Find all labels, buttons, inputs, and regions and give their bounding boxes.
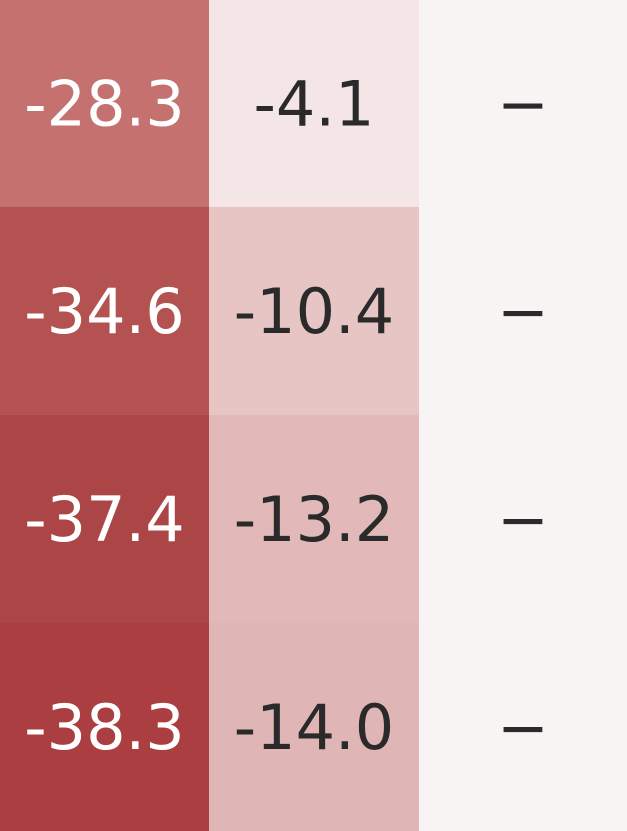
heatmap-value-label-r3-c1: -14.0 bbox=[234, 691, 394, 764]
heatmap-cell-r3-c0 bbox=[0, 623, 209, 831]
heatmap-value-label-r1-c2: − bbox=[497, 275, 549, 348]
heatmap-cell-r0-c0 bbox=[0, 0, 209, 207]
heatmap-value-label-r0-c1: -4.1 bbox=[254, 68, 375, 141]
heatmap-value-label-r2-c1: -13.2 bbox=[234, 483, 394, 556]
heatmap-value-label-r0-c2: − bbox=[497, 68, 549, 141]
heatmap-cell-r2-c1 bbox=[209, 415, 419, 623]
heatmap-cell-r1-c1 bbox=[209, 207, 419, 415]
heatmap-cell-r0-c2 bbox=[419, 0, 627, 207]
heatmap-cell-r1-c0 bbox=[0, 207, 209, 415]
heatmap-cell-r2-c2 bbox=[419, 415, 627, 623]
heatmap-cell-r3-c2 bbox=[419, 623, 627, 831]
heatmap-value-label-r2-c2: − bbox=[497, 483, 549, 556]
heatmap-value-label-r3-c2: − bbox=[497, 691, 549, 764]
heatmap-value-label-r1-c1: -10.4 bbox=[234, 275, 394, 348]
heatmap-cell-r2-c0 bbox=[0, 415, 209, 623]
heatmap-value-label-r1-c0: -34.6 bbox=[24, 275, 184, 348]
heatmap-value-label-r0-c0: -28.3 bbox=[24, 68, 184, 141]
heatmap-value-label-r3-c0: -38.3 bbox=[24, 691, 184, 764]
heatmap-cell-r0-c1 bbox=[209, 0, 419, 207]
heatmap-value-label-r2-c0: -37.4 bbox=[24, 483, 184, 556]
heatmap-cell-r3-c1 bbox=[209, 623, 419, 831]
heatmap-cell-r1-c2 bbox=[419, 207, 627, 415]
